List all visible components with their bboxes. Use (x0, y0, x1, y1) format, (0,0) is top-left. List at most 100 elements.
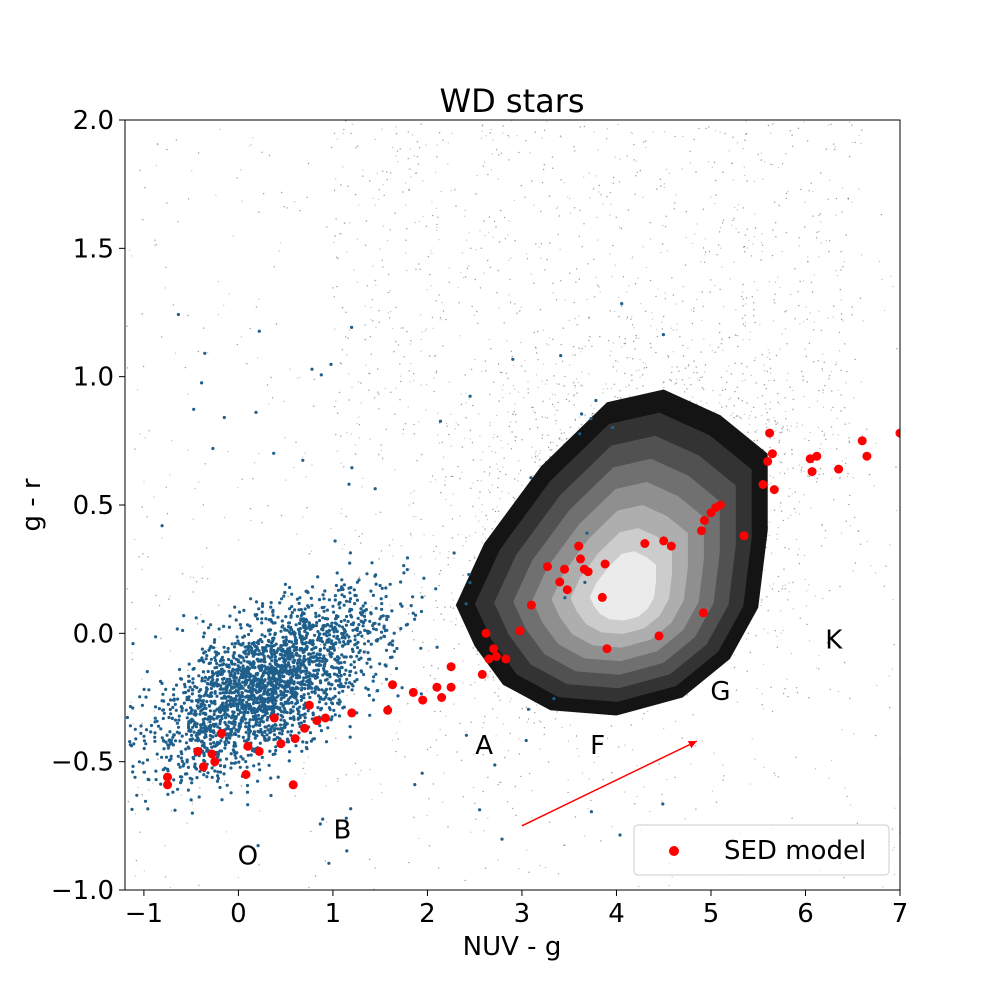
background-point (578, 315, 580, 317)
background-point (845, 520, 847, 522)
background-point (722, 219, 725, 221)
background-point (563, 385, 565, 387)
background-point (186, 822, 188, 824)
background-point (777, 776, 780, 778)
background-point (362, 175, 364, 177)
background-point (546, 434, 548, 436)
background-point (496, 436, 499, 438)
background-point (642, 361, 645, 364)
background-point (412, 515, 414, 518)
background-point (439, 317, 442, 319)
background-point (859, 297, 862, 299)
background-point (698, 379, 701, 381)
background-point (508, 220, 510, 222)
background-point (849, 525, 852, 527)
background-point (828, 375, 831, 377)
background-point (362, 169, 364, 171)
background-point (695, 171, 697, 173)
background-point (402, 428, 405, 431)
background-point (547, 893, 548, 894)
background-point (362, 477, 364, 479)
background-point (881, 278, 883, 281)
background-point (770, 482, 772, 484)
background-point (523, 396, 525, 399)
background-point (821, 368, 823, 370)
background-point (756, 396, 759, 399)
background-point (491, 528, 493, 530)
background-point (611, 825, 613, 828)
background-point (237, 876, 239, 879)
background-point (335, 737, 337, 739)
background-point (805, 590, 808, 592)
background-point (766, 596, 768, 598)
background-point (200, 613, 202, 616)
background-point (844, 787, 846, 789)
background-point (154, 244, 156, 247)
background-point (484, 867, 487, 869)
background-point (508, 159, 510, 161)
background-point (493, 220, 496, 223)
background-point (774, 630, 776, 632)
background-point (668, 884, 670, 887)
background-point (776, 533, 778, 535)
background-point (496, 716, 499, 719)
background-point (330, 146, 333, 149)
background-point (760, 414, 763, 417)
background-point (778, 590, 780, 593)
background-point (718, 323, 721, 325)
background-point (294, 795, 296, 797)
background-point (783, 568, 785, 570)
background-point (455, 618, 458, 620)
background-point (874, 734, 877, 737)
background-point (497, 477, 500, 480)
background-point (710, 196, 712, 198)
background-point (760, 259, 762, 261)
background-point (465, 536, 467, 539)
background-point (657, 288, 659, 290)
background-point (448, 267, 450, 269)
background-point (830, 370, 833, 373)
background-point (714, 351, 716, 353)
background-point (792, 467, 794, 469)
background-point (795, 538, 798, 541)
background-point (790, 293, 792, 296)
background-point (682, 344, 684, 347)
background-point (461, 471, 463, 473)
background-point (729, 278, 731, 280)
background-point (566, 800, 568, 802)
background-point (769, 585, 771, 587)
background-point (820, 329, 822, 332)
background-point (497, 468, 499, 470)
background-point (383, 597, 385, 600)
background-point (340, 508, 343, 510)
background-point (665, 778, 668, 781)
background-point (554, 718, 557, 720)
background-point (798, 548, 800, 550)
background-point (306, 196, 308, 199)
background-point (521, 484, 523, 487)
background-point (166, 202, 168, 204)
background-point (501, 491, 503, 493)
background-point (356, 281, 359, 283)
background-point (734, 390, 736, 393)
background-point (675, 378, 678, 380)
background-point (405, 252, 407, 254)
background-point (339, 362, 342, 364)
background-point (270, 376, 272, 379)
background-point (672, 351, 675, 353)
background-point (338, 647, 340, 649)
background-point (535, 374, 538, 376)
background-point (555, 420, 557, 422)
background-point (275, 323, 278, 325)
background-point (348, 399, 350, 401)
background-point (726, 370, 728, 372)
background-point (743, 413, 745, 415)
background-point (748, 239, 750, 241)
background-point (602, 388, 605, 390)
background-point (429, 273, 431, 276)
background-point (431, 664, 433, 667)
background-point (779, 506, 781, 508)
background-point (280, 514, 283, 517)
background-point (386, 171, 388, 173)
background-point (780, 632, 782, 634)
